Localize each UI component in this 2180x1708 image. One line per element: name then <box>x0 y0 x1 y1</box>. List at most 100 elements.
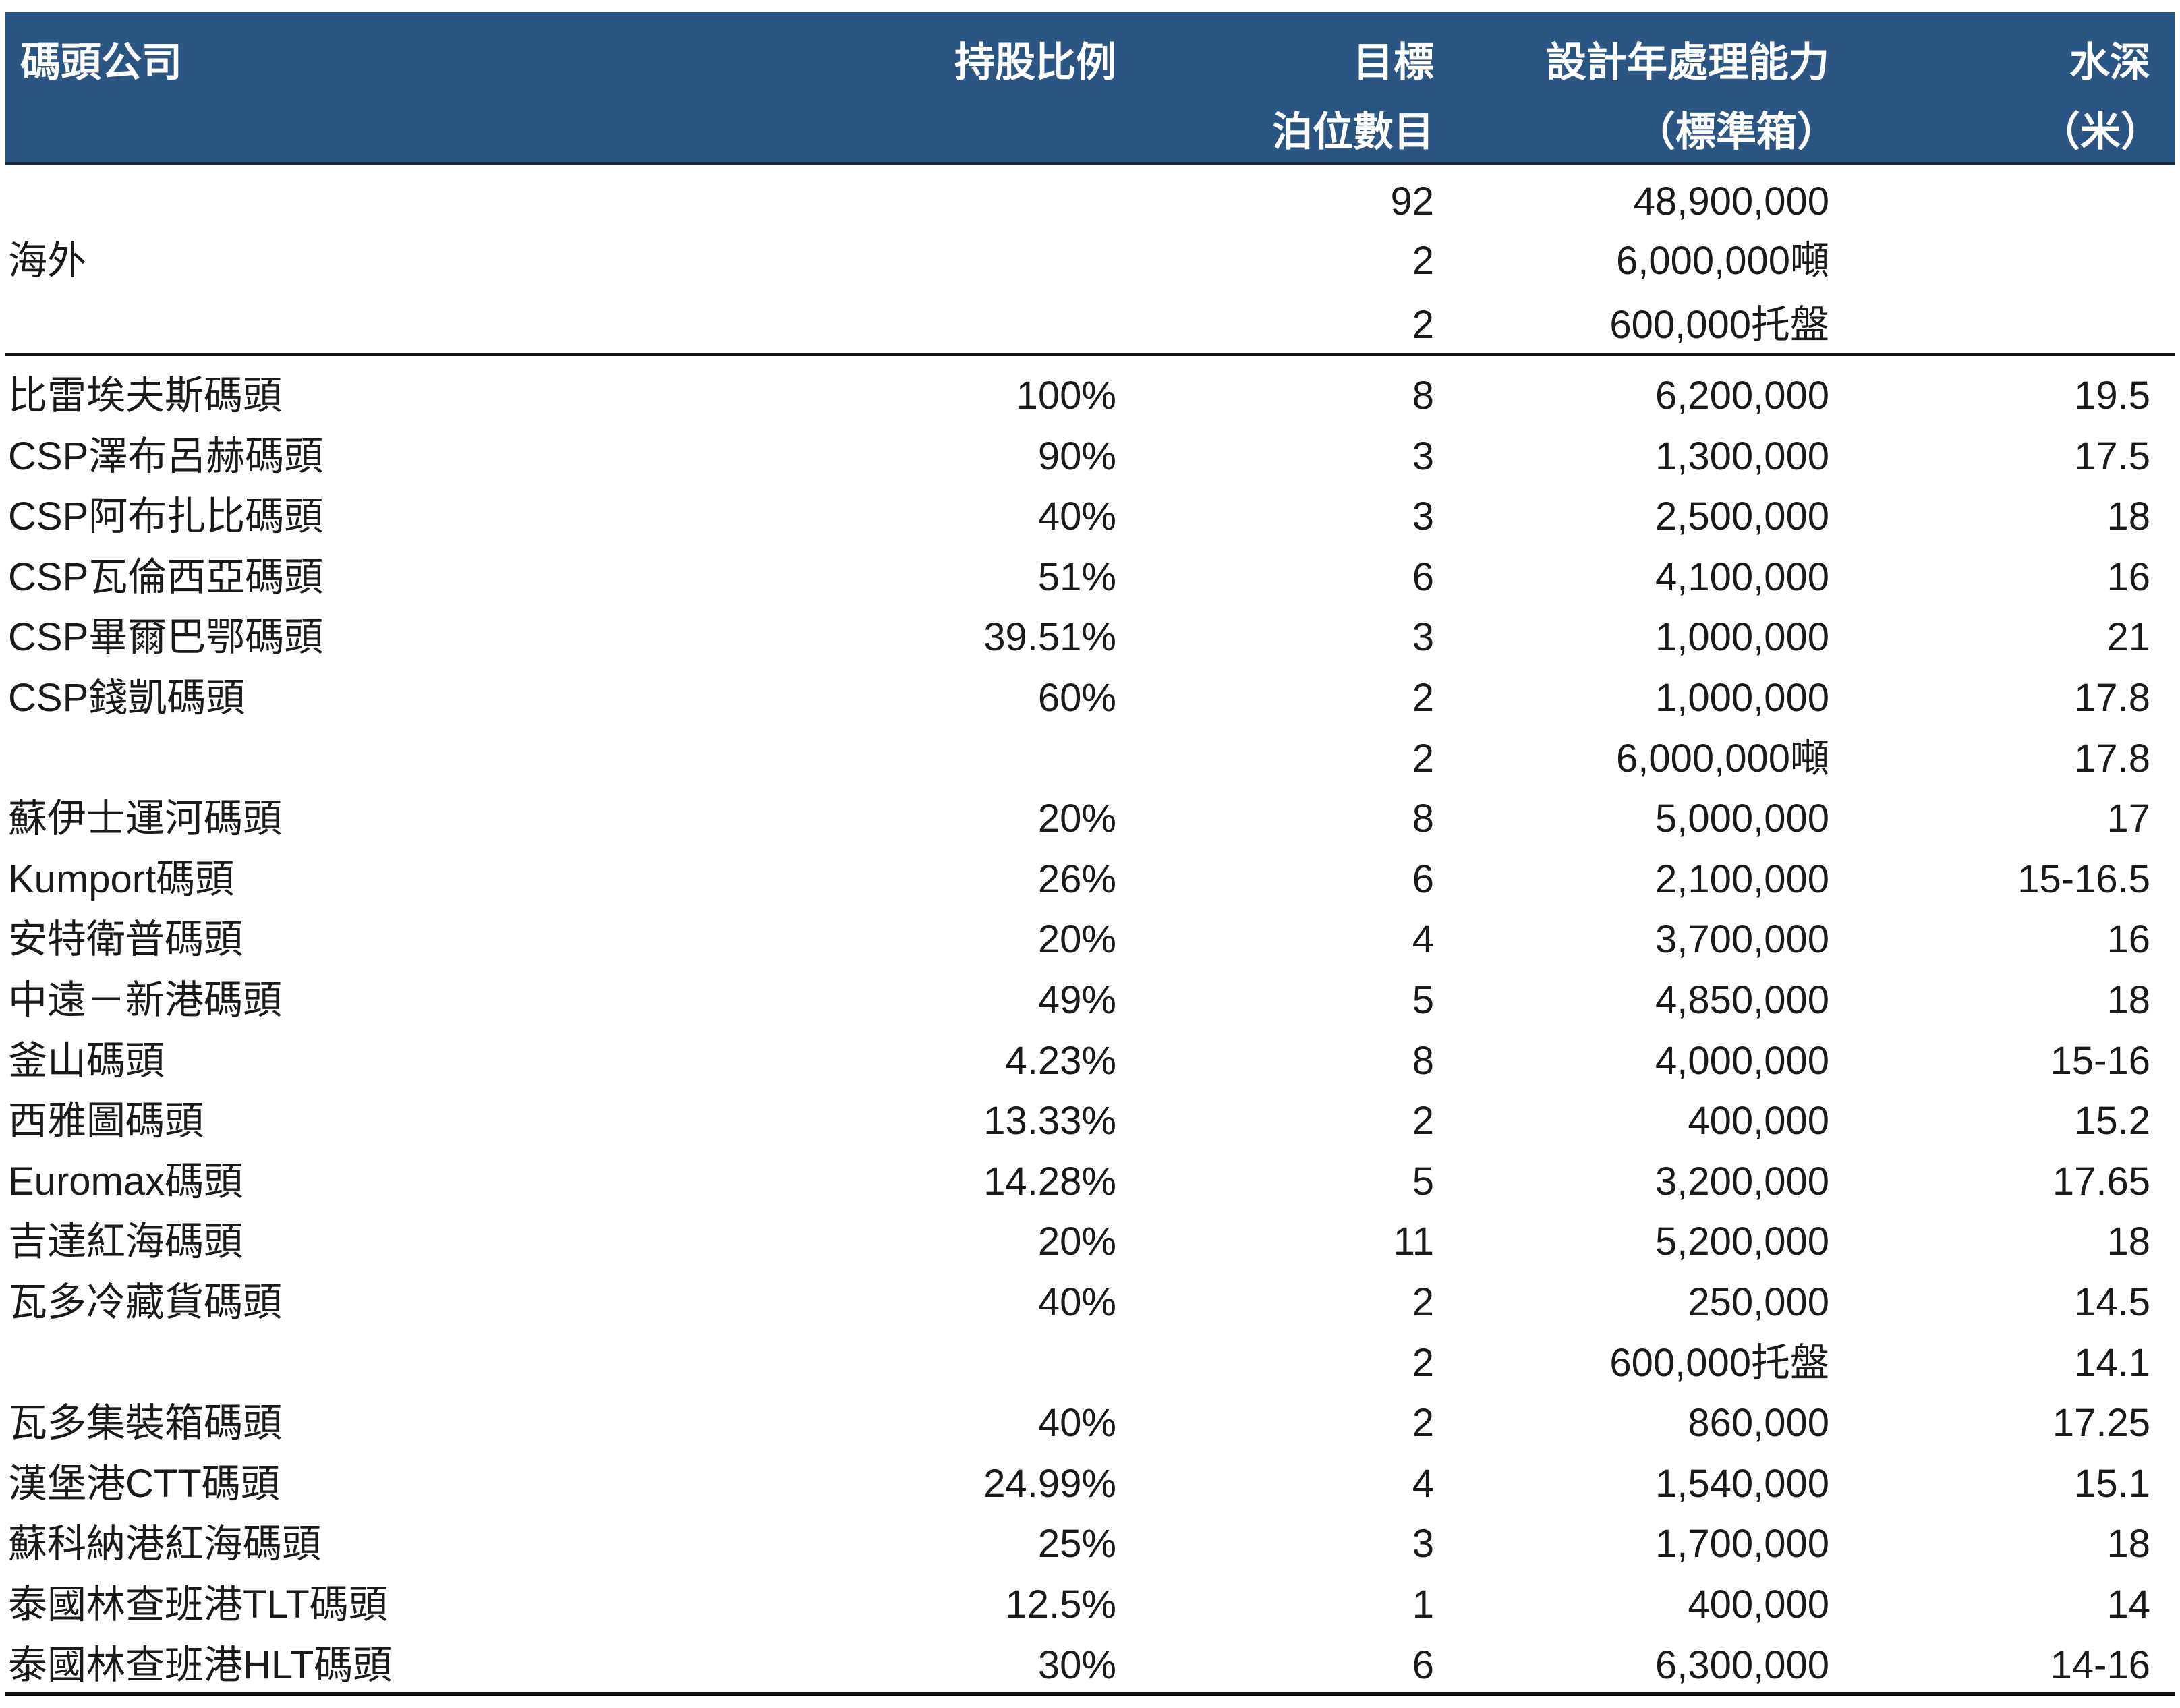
annual-capacity: 860,000 <box>1688 1401 1829 1446</box>
share-percent: 40% <box>1037 494 1116 539</box>
annual-capacity: 1,000,000 <box>1655 676 1829 720</box>
berth-count: 2 <box>1412 1099 1434 1143</box>
water-depth: 18 <box>2106 1522 2150 1566</box>
company-name: 西雅圖碼頭 <box>8 1099 204 1143</box>
water-depth: 18 <box>2106 978 2150 1022</box>
annual-capacity: 4,100,000 <box>1655 554 1829 599</box>
annual-capacity: 250,000 <box>1688 1280 1829 1324</box>
share-percent: 26% <box>1037 857 1116 901</box>
overseas-berths: 2 <box>1412 239 1434 283</box>
berth-count: 5 <box>1412 1159 1434 1203</box>
berth-count: 3 <box>1412 494 1434 539</box>
header-berths-line1: 目標 <box>1353 40 1434 85</box>
company-name: CSP澤布呂赫碼頭 <box>8 434 324 478</box>
berth-count: 4 <box>1412 917 1434 962</box>
company-name: 吉達紅海碼頭 <box>8 1220 243 1264</box>
water-depth: 16 <box>2106 554 2150 599</box>
share-percent: 90% <box>1037 434 1116 478</box>
berth-count: 6 <box>1412 1643 1434 1687</box>
overseas-capacity: 48,900,000 <box>1633 179 1829 223</box>
share-percent: 25% <box>1037 1522 1116 1566</box>
berth-count: 3 <box>1412 434 1434 478</box>
berth-count: 2 <box>1412 1401 1434 1446</box>
share-percent: 100% <box>1016 374 1116 418</box>
berth-count: 6 <box>1412 857 1434 901</box>
company-name: 中遠－新港碼頭 <box>8 978 283 1022</box>
overseas-capacity: 6,000,000噸 <box>1615 239 1829 283</box>
company-name: CSP瓦倫西亞碼頭 <box>8 554 324 599</box>
berth-count: 4 <box>1412 1461 1434 1506</box>
overseas-berths: 92 <box>1390 179 1434 223</box>
annual-capacity: 3,700,000 <box>1655 917 1829 962</box>
overseas-capacity: 600,000托盤 <box>1609 303 1829 347</box>
berth-count: 8 <box>1412 374 1434 418</box>
annual-capacity: 600,000托盤 <box>1609 1340 1829 1385</box>
header-capacity-line1: 設計年處理能力 <box>1546 40 1829 85</box>
annual-capacity: 6,000,000噸 <box>1615 736 1829 780</box>
header-depth-line2: （米） <box>2040 109 2161 154</box>
berth-count: 5 <box>1412 978 1434 1022</box>
header-depth-line1: 水深 <box>2069 40 2150 85</box>
overseas-label: 海外 <box>8 239 87 283</box>
share-percent: 24.99% <box>983 1461 1116 1506</box>
share-percent: 20% <box>1037 1220 1116 1264</box>
berth-count: 11 <box>1393 1220 1434 1264</box>
share-percent: 4.23% <box>1005 1038 1116 1083</box>
header-berths-line2: 泊位數目 <box>1272 109 1434 154</box>
berth-count: 3 <box>1412 615 1434 660</box>
share-percent: 40% <box>1037 1280 1116 1324</box>
company-name: 瓦多冷藏貨碼頭 <box>8 1280 283 1324</box>
annual-capacity: 2,100,000 <box>1655 857 1829 901</box>
annual-capacity: 1,000,000 <box>1655 615 1829 660</box>
company-name: 瓦多集裝箱碼頭 <box>8 1401 283 1446</box>
company-name: CSP錢凱碼頭 <box>8 676 246 720</box>
water-depth: 15-16.5 <box>2017 857 2150 901</box>
share-percent: 20% <box>1037 797 1116 841</box>
company-name: 安特衛普碼頭 <box>8 917 243 962</box>
water-depth: 15-16 <box>2050 1038 2150 1083</box>
company-name: 漢堡港CTT碼頭 <box>8 1461 280 1506</box>
berth-count: 3 <box>1412 1522 1434 1566</box>
share-percent: 12.5% <box>1005 1583 1116 1626</box>
annual-capacity: 3,200,000 <box>1655 1159 1829 1203</box>
water-depth: 18 <box>2106 1220 2150 1264</box>
annual-capacity: 1,300,000 <box>1655 434 1829 478</box>
water-depth: 17.8 <box>2074 736 2150 780</box>
annual-capacity: 4,000,000 <box>1655 1038 1829 1083</box>
share-percent: 13.33% <box>983 1099 1116 1143</box>
company-name: Euromax碼頭 <box>8 1159 243 1203</box>
share-percent: 14.28% <box>983 1159 1116 1203</box>
share-percent: 51% <box>1037 554 1116 599</box>
company-name: CSP畢爾巴鄂碼頭 <box>8 615 324 660</box>
company-name: 蘇科納港紅海碼頭 <box>8 1522 322 1566</box>
table-header: 碼頭公司 持股比例 目標 泊位數目 設計年處理能力 （標準箱） 水深 （米） <box>5 12 2175 165</box>
annual-capacity: 400,000 <box>1688 1583 1829 1626</box>
annual-capacity: 5,200,000 <box>1655 1220 1829 1264</box>
header-company: 碼頭公司 <box>20 40 182 85</box>
berth-count: 6 <box>1412 554 1434 599</box>
overseas-divider <box>5 353 2175 356</box>
water-depth: 21 <box>2106 615 2150 660</box>
annual-capacity: 1,700,000 <box>1655 1522 1829 1566</box>
annual-capacity: 400,000 <box>1688 1099 1829 1143</box>
water-depth: 17 <box>2106 797 2150 841</box>
water-depth: 17.25 <box>2052 1401 2150 1446</box>
water-depth: 16 <box>2106 917 2150 962</box>
water-depth: 18 <box>2106 494 2150 539</box>
annual-capacity: 1,540,000 <box>1655 1461 1829 1506</box>
berth-count: 2 <box>1412 1280 1434 1324</box>
berth-count: 8 <box>1412 1038 1434 1083</box>
company-name: CSP阿布扎比碼頭 <box>8 494 324 539</box>
share-percent: 40% <box>1037 1401 1116 1446</box>
share-percent: 39.51% <box>983 615 1116 660</box>
berth-count: 2 <box>1412 736 1434 780</box>
company-name: 比雷埃夫斯碼頭 <box>8 374 283 418</box>
water-depth: 17.5 <box>2074 434 2150 478</box>
berth-count: 2 <box>1412 1340 1434 1385</box>
company-name: 泰國林查班港HLT碼頭 <box>8 1643 393 1687</box>
company-name: 蘇伊士運河碼頭 <box>8 797 283 841</box>
company-name: 釜山碼頭 <box>8 1038 165 1083</box>
annual-capacity: 6,200,000 <box>1655 374 1829 418</box>
share-percent: 30% <box>1037 1643 1116 1687</box>
berth-count: 8 <box>1412 797 1434 841</box>
